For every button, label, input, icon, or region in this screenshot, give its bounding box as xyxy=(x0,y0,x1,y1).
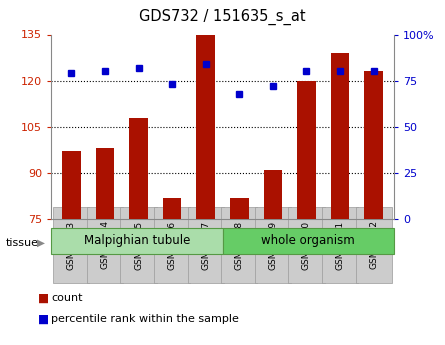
Bar xyxy=(331,53,349,219)
Bar xyxy=(163,198,182,219)
Bar xyxy=(297,81,316,219)
Bar xyxy=(129,118,148,219)
Text: percentile rank within the sample: percentile rank within the sample xyxy=(51,314,239,324)
Text: ■: ■ xyxy=(38,292,49,305)
Text: ■: ■ xyxy=(38,313,49,326)
Bar xyxy=(263,170,282,219)
Bar xyxy=(364,71,383,219)
Text: ▶: ▶ xyxy=(36,238,44,248)
Text: GDS732 / 151635_s_at: GDS732 / 151635_s_at xyxy=(139,9,306,25)
Bar xyxy=(222,228,394,254)
Text: tissue: tissue xyxy=(5,238,38,248)
Text: whole organism: whole organism xyxy=(261,234,355,247)
Bar xyxy=(230,198,249,219)
Bar xyxy=(62,151,81,219)
Bar xyxy=(51,228,223,254)
Bar xyxy=(96,148,114,219)
Bar xyxy=(196,34,215,219)
Text: count: count xyxy=(51,294,83,303)
Text: Malpighian tubule: Malpighian tubule xyxy=(84,234,190,247)
